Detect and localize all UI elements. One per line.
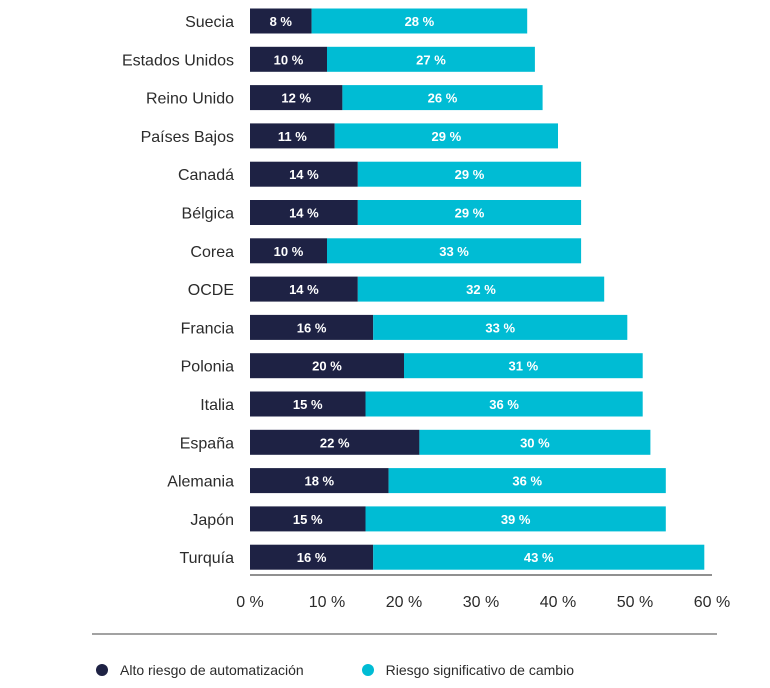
bar-label-change: 28 % (405, 14, 435, 29)
bar-label-automation: 14 % (289, 282, 319, 297)
x-axis-ticks: 0 % 10 % 20 % 30 % 40 % 50 % 60 % (236, 594, 730, 611)
bar-automation (250, 353, 404, 379)
bar-automation (250, 46, 327, 72)
bar-label-automation: 8 % (270, 14, 293, 29)
bar-label-change: 36 % (489, 397, 519, 412)
category-label: OCDE (188, 282, 234, 299)
bar-label-change: 39 % (501, 512, 531, 527)
bar-automation (250, 85, 343, 111)
bar-label-change: 31 % (509, 359, 539, 374)
bar-label-change: 33 % (439, 244, 469, 259)
bar-change (357, 161, 582, 187)
bar-automation (250, 276, 358, 302)
bar-change (357, 200, 582, 225)
bar-label-automation: 11 % (278, 129, 307, 144)
category-label: Reino Unido (146, 91, 234, 108)
bar-automation (250, 238, 327, 264)
bar-automation (250, 161, 358, 187)
labels-layer: Suecia 8 % 28 % Estados Unidos 10 % 27 % Reino… (122, 14, 554, 567)
bar-automation (250, 200, 358, 225)
category-label: Turquía (179, 550, 234, 567)
x-tick-label: 50 % (617, 594, 653, 611)
legend-item-change: Riesgo significativo de cambio (361, 662, 574, 678)
category-label: España (180, 435, 234, 452)
bar-label-automation: 22 % (320, 435, 350, 450)
bar-label-change: 36 % (512, 474, 542, 489)
bar-label-automation: 16 % (297, 320, 327, 335)
category-label: Alemania (167, 474, 234, 491)
category-label: Japón (190, 512, 234, 529)
bar-label-change: 32 % (466, 282, 496, 297)
bar-label-change: 29 % (455, 167, 485, 182)
bar-label-change: 33 % (485, 320, 515, 335)
bar-label-automation: 20 % (312, 359, 342, 374)
legend-label-change: Riesgo significativo de cambio (385, 662, 574, 678)
bar-change (404, 353, 643, 379)
x-tick-label: 10 % (309, 594, 345, 611)
bar-label-change: 43 % (524, 550, 554, 565)
bar-automation (250, 506, 366, 532)
bar-change (357, 276, 605, 302)
bar-label-change: 30 % (520, 435, 550, 450)
legend-marker-change (361, 664, 374, 676)
category-label: Italia (200, 397, 234, 414)
bar-change (373, 314, 628, 340)
category-label: Bélgica (182, 206, 235, 223)
bar-label-change: 26 % (428, 91, 458, 106)
bar-automation (250, 391, 366, 417)
bar-change (311, 8, 528, 34)
category-label: Francia (181, 320, 234, 337)
bar-change (388, 468, 666, 494)
bar-change (342, 85, 543, 111)
bar-label-change: 29 % (455, 206, 485, 221)
x-tick-label: 0 % (236, 594, 264, 611)
bar-change (373, 544, 705, 570)
legend-marker-automation (96, 664, 108, 676)
bar-automation (250, 314, 374, 340)
category-label: Canadá (178, 167, 234, 184)
bar-label-automation: 15 % (293, 397, 323, 412)
category-label: Países Bajos (141, 129, 234, 146)
legend-label-automation: Alto riesgo de automatización (120, 662, 304, 678)
x-tick-label: 40 % (540, 594, 576, 611)
bar-label-change: 27 % (416, 52, 446, 67)
bars-layer (250, 8, 705, 570)
bar-label-automation: 10 % (274, 52, 304, 67)
x-tick-label: 20 % (386, 594, 422, 611)
category-label: Suecia (185, 14, 234, 31)
bar-label-automation: 18 % (304, 474, 334, 489)
legend: Alto riesgo de automatización Riesgo sig… (96, 662, 574, 678)
bar-change (327, 46, 535, 72)
bar-label-automation: 16 % (297, 550, 327, 565)
bar-automation (250, 123, 335, 149)
x-tick-label: 30 % (463, 594, 499, 611)
bar-change (365, 506, 666, 532)
bar-change (334, 123, 558, 149)
category-label: Polonia (181, 359, 234, 376)
bar-automation (250, 468, 389, 494)
bar-label-change: 29 % (432, 129, 462, 144)
category-label: Estados Unidos (122, 52, 234, 69)
bar-label-automation: 10 % (274, 244, 304, 259)
x-tick-label: 60 % (694, 594, 730, 611)
bar-automation (250, 544, 374, 570)
bar-automation (250, 429, 420, 455)
bar-change (327, 238, 582, 264)
bar-change (365, 391, 643, 417)
bar-change (419, 429, 651, 455)
legend-item-automation: Alto riesgo de automatización (96, 662, 304, 678)
category-label: Corea (190, 244, 234, 261)
bar-automation (250, 8, 312, 34)
bar-label-automation: 12 % (281, 91, 311, 106)
bar-label-automation: 14 % (289, 206, 319, 221)
bar-label-automation: 14 % (289, 167, 319, 182)
bar-label-automation: 15 % (293, 512, 323, 527)
